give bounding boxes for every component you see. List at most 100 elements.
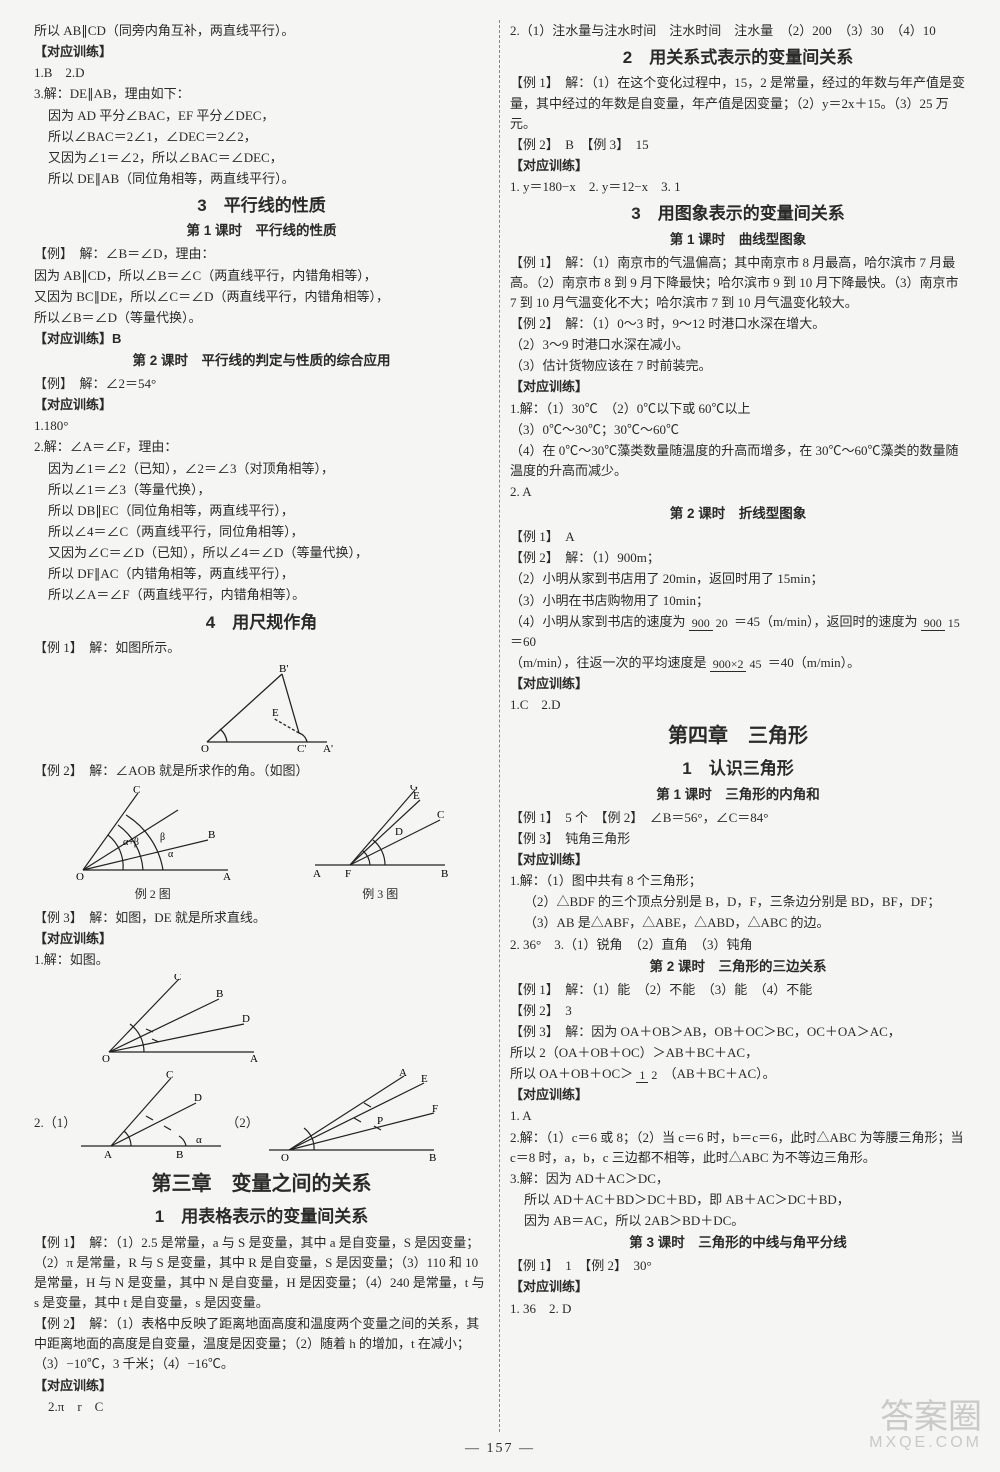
text-line: 2. 36° 3.（1）锐角 （2）直角 （3）钝角	[510, 935, 966, 955]
text-line: （4）在 0℃～30℃藻类数量随温度的升高而增多，在 30℃～60℃藻类的数量随…	[510, 441, 966, 481]
text-line: 因为 AD 平分∠BAC，EF 平分∠DEC，	[34, 106, 489, 126]
label: O	[76, 871, 84, 883]
lesson-heading: 第 3 课时 三角形的中线与角平分线	[510, 1233, 966, 1254]
lesson-heading: 第 2 课时 三角形的三边关系	[510, 957, 966, 978]
label: α+β	[123, 837, 139, 848]
text-line: 所以 2（OA＋OB＋OC）＞AB＋BC＋AC，	[510, 1043, 966, 1063]
label: O	[281, 1152, 289, 1163]
label: A	[399, 1068, 407, 1079]
practice-heading: 【对应训练】	[510, 1085, 966, 1105]
label: D	[194, 1092, 202, 1104]
label: C'	[297, 743, 306, 755]
text-line: 1. y＝180−x 2. y＝12−x 3. 1	[510, 177, 966, 197]
fraction: 90020	[689, 617, 731, 629]
practice-heading: 【对应训练】	[510, 1277, 966, 1297]
text-line: 所以 OA＋OB＋OC＞ 12 （AB＋BC＋AC）。	[510, 1064, 966, 1084]
text-line: 【例 2】 解：（1）900m；	[510, 548, 966, 568]
text-line: 【例 1】 解：如图所示。	[34, 638, 489, 658]
label: O	[102, 1053, 110, 1064]
angle-construction-icon: O A' B' E C'	[187, 662, 337, 757]
text-line: 【例 3】 钝角三角形	[510, 829, 966, 849]
text-line: （3）小明在书店购物用了 10min；	[510, 591, 966, 611]
text-line: 3.解：DE∥AB，理由如下：	[34, 84, 489, 104]
text-fragment: ＝40（m/min）。	[768, 655, 860, 670]
figure-1: O A' B' E C'	[34, 662, 489, 757]
text-line: 【例 2】 3	[510, 1001, 966, 1021]
lesson-heading: 第 1 课时 平行线的性质	[34, 221, 489, 242]
text-line: 所以 DF∥AC（内错角相等，两直线平行），	[34, 564, 489, 584]
right-column: 2.（1）注水量与注水时间 注水时间 注水量 （2）200 （3）30 （4）1…	[500, 20, 972, 1432]
practice-heading: 【对应训练】	[510, 674, 966, 694]
text-line: 2.解：（1）c＝6 或 8；（2）当 c＝6 时，b＝c＝6，此时△ABC 为…	[510, 1128, 966, 1168]
label: A	[104, 1149, 112, 1161]
label: α	[168, 849, 174, 860]
text-line: 所以 AD＋AC＋BD＞DC＋BD，即 AB＋AC＞DC＋BD，	[510, 1190, 966, 1210]
text-line: 所以∠A＝∠F（两直线平行，内错角相等）。	[34, 585, 489, 605]
lesson-heading: 第 1 课时 三角形的内角和	[510, 785, 966, 806]
text-line: 【例 3】 解：因为 OA＋OB＞AB，OB＋OC＞BC，OC＋OA＞AC，	[510, 1022, 966, 1042]
chapter-heading: 第三章 变量之间的关系	[34, 1169, 489, 1200]
text-line: 又因为 BC∥DE，所以∠C＝∠D（两直线平行，内错角相等），	[34, 287, 489, 307]
text-fragment: （4）小明从家到书店的速度为	[510, 614, 686, 629]
section-heading: 3 平行线的性质	[34, 193, 489, 219]
section-heading: 2 用关系式表示的变量间关系	[510, 45, 966, 71]
label: C	[174, 974, 181, 983]
practice-heading: 【对应训练】	[510, 850, 966, 870]
text-line: 1.B 2.D	[34, 63, 489, 83]
figure-6: O B A E F P	[259, 1068, 444, 1163]
label: C	[166, 1069, 173, 1081]
section-heading: 3 用图象表示的变量间关系	[510, 201, 966, 227]
text-line: （3）估计货物应该在 7 时前装完。	[510, 356, 966, 376]
page-footer: — 157 —	[0, 1438, 1000, 1460]
fraction: 90015	[921, 617, 963, 629]
label: A'	[323, 743, 333, 755]
text-line: （2）△BDF 的三个顶点分别是 B，D，F，三条边分别是 BD，BF，DF；	[510, 892, 966, 912]
practice-heading: 【对应训练】	[510, 156, 966, 176]
text-line: 【例 3】 解：如图，DE 就是所求直线。	[34, 908, 489, 928]
text-line: （m/min），往返一次的平均速度是 900×245 ＝40（m/min）。	[510, 653, 966, 673]
label: F	[345, 868, 351, 880]
text-line: 1.解：如图。	[34, 950, 489, 970]
figure-3: A B C E F G D 例 3 图	[305, 785, 455, 904]
text-line: 【例 2】 解：（1）表格中反映了距离地面高度和温度两个变量之间的关系，其中距离…	[34, 1314, 489, 1374]
lesson-heading: 第 2 课时 平行线的判定与性质的综合应用	[34, 351, 489, 372]
section-heading: 4 用尺规作角	[34, 610, 489, 636]
label: D	[395, 826, 403, 838]
label: B	[176, 1149, 183, 1161]
text-line: 【例 2】 解：（1）0～3 时，9～12 时港口水深在增大。	[510, 314, 966, 334]
chapter-heading: 第四章 三角形	[510, 721, 966, 752]
figure-5-6-row: 2.（1） A B C D α （2）	[34, 1068, 489, 1163]
text-line: （3）AB 是△ABF，△ABE，△ABD，△ABC 的边。	[510, 913, 966, 933]
label: α	[196, 1134, 202, 1146]
lesson-heading: 第 1 课时 曲线型图象	[510, 230, 966, 251]
text-line: 所以 AB∥CD（同旁内角互补，两直线平行）。	[34, 21, 489, 41]
text-fragment: ＝60	[510, 634, 536, 649]
practice-heading: 【对应训练】	[34, 42, 489, 62]
text-line: （4）小明从家到书店的速度为 90020 ＝45（m/min），返回时的速度为 …	[510, 612, 966, 652]
text-line: 又因为∠1＝∠2，所以∠BAC＝∠DEC，	[34, 148, 489, 168]
figure-2-3-row: O A B C α β α+β 例 2 图	[34, 785, 489, 904]
label: G	[410, 785, 418, 793]
text-line: 【例 2】 B 【例 3】 15	[510, 135, 966, 155]
figure-5: A B C D α	[76, 1068, 226, 1163]
label: C	[437, 809, 444, 821]
fraction: 12	[636, 1069, 660, 1081]
text-line: 因为∠1＝∠2（已知），∠2＝∠3（对顶角相等），	[34, 459, 489, 479]
text-line: 【例 1】 A	[510, 527, 966, 547]
section-heading: 1 用表格表示的变量间关系	[34, 1204, 489, 1230]
lesson-heading: 第 2 课时 折线型图象	[510, 504, 966, 525]
practice-heading: 【对应训练】	[34, 929, 489, 949]
text-line: 【例 1】 解：（1）在这个变化过程中，15，2 是常量，经过的年数与年产值是变…	[510, 73, 966, 133]
text-line: 【例 1】 解：（1）能 （2）不能 （3）能 （4）不能	[510, 980, 966, 1000]
text-fragment: ＝45（m/min），返回时的速度为	[734, 614, 917, 629]
text-line: 2.π r C	[34, 1397, 489, 1417]
text-line: 1.解：（1）图中共有 8 个三角形；	[510, 871, 966, 891]
label: A	[250, 1053, 258, 1064]
text-line: 1. A	[510, 1106, 966, 1126]
label: B	[208, 829, 215, 841]
text-line: 【例】 解：∠B＝∠D，理由：	[34, 244, 489, 264]
text-line: 【例 2】 解：∠AOB 就是所求作的角。（如图）	[34, 761, 489, 781]
text-line: （2）小明从家到书店用了 20min，返回时用了 15min；	[510, 569, 966, 589]
text-line: 所以∠1＝∠3（等量代换），	[34, 480, 489, 500]
text-line: 【例】 解：∠2＝54°	[34, 374, 489, 394]
